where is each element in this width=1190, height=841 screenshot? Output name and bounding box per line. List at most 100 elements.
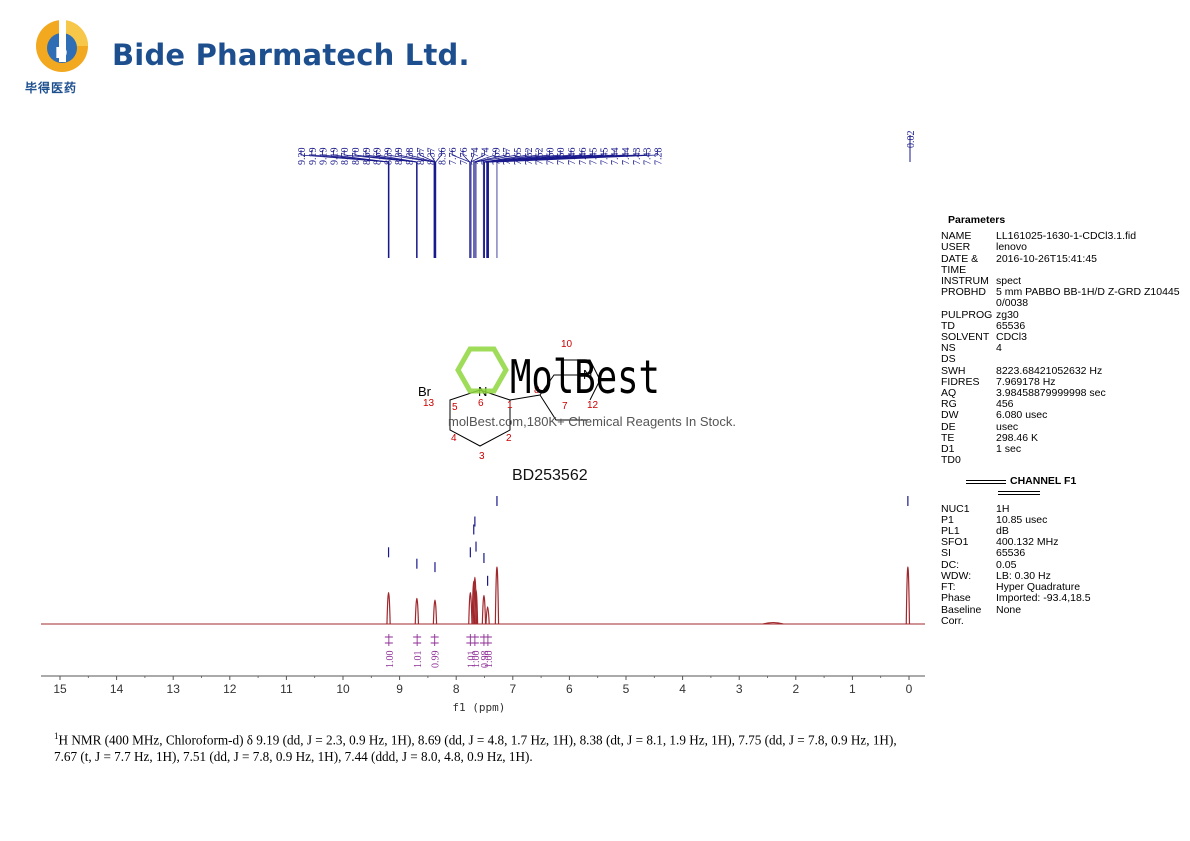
- peak-label: 7.43: [643, 148, 654, 166]
- parameter-row: PROBHD 5 mm PABBO BB-1H/D Z-GRD Z104450/0…: [941, 286, 1186, 310]
- compound-id: BD253562: [512, 467, 588, 484]
- parameter-value: spect: [996, 275, 1022, 288]
- peak-label: 9.19: [308, 148, 319, 166]
- integral-value: 1.01: [413, 651, 424, 669]
- peak-label: 7.69: [491, 148, 502, 166]
- parameter-key: Phase: [941, 592, 971, 605]
- parameter-value: 400.132 MHz: [996, 536, 1059, 549]
- peak-connector: [435, 150, 442, 258]
- parameter-row: DE usec: [941, 421, 1186, 433]
- peak-connector: [470, 150, 485, 258]
- parameter-row: NUC1 1H: [941, 502, 1186, 515]
- peak-connector: [462, 150, 471, 258]
- parameter-row: SWH 8223.68421052632 Hz: [941, 365, 1186, 377]
- integral-marker: [479, 634, 488, 646]
- parameter-value: 456: [996, 398, 1014, 411]
- peak-connector: [311, 150, 390, 258]
- peak-label: 9.19: [319, 148, 330, 166]
- channel-header: CHANNEL F1: [966, 476, 1186, 496]
- peak-label: 8.69: [362, 148, 373, 166]
- peak-connector: [387, 150, 435, 258]
- spectrum-peak: [905, 566, 911, 625]
- peak-connector: [343, 150, 417, 258]
- x-tick-label: 15: [53, 682, 67, 696]
- parameter-value: 1 sec: [996, 443, 1022, 456]
- peak-connector: [408, 150, 436, 258]
- parameter-value: lenovo: [996, 241, 1027, 254]
- parameter-key: INSTRUM: [941, 275, 989, 288]
- parameter-key: NUC1: [941, 502, 970, 515]
- molecule-atom-label: Br: [418, 384, 432, 399]
- molecule-atom-label: 5: [452, 402, 458, 413]
- nmr-description: 1H NMR (400 MHz, Chloroform-d) δ 9.19 (d…: [54, 728, 914, 765]
- x-tick-label: 6: [566, 682, 573, 696]
- parameter-key: AQ: [941, 387, 957, 400]
- parameter-key: Baseline Corr.: [941, 603, 982, 627]
- molecule-atom-label: 2: [506, 433, 512, 444]
- parameter-key: SI: [941, 547, 951, 560]
- parameter-key: PULPROG: [941, 308, 993, 321]
- parameter-key: FT:: [941, 581, 956, 594]
- parameter-row: DC: 0.05: [941, 558, 1186, 571]
- peak-connector: [474, 150, 507, 258]
- integral-value: 0.99: [431, 651, 442, 669]
- integral-marker: [413, 634, 422, 646]
- parameter-key: TE: [941, 431, 955, 444]
- peak-connector: [482, 150, 539, 258]
- parameter-value: LB: 0.30 Hz: [996, 569, 1051, 582]
- peak-connector: [487, 150, 626, 258]
- parameter-row: Baseline Corr. None: [941, 603, 1186, 627]
- molecule-atom-label: 6: [478, 398, 484, 409]
- nmr-description-superscript: 1: [54, 731, 59, 741]
- peak-label: 8.39: [383, 148, 394, 166]
- spectrum-peak: [494, 566, 500, 625]
- x-tick-label: 9: [396, 682, 403, 696]
- peak-connector: [488, 150, 647, 258]
- parameter-value: 3.98458879999998 sec: [996, 387, 1106, 400]
- parameter-value: 65536: [996, 547, 1026, 560]
- parameter-value: 1H: [996, 502, 1010, 515]
- parameter-row: SOLVENT CDCl3: [941, 331, 1186, 344]
- peak-label: 8.37: [416, 148, 427, 166]
- parameter-value: dB: [996, 525, 1009, 538]
- parameter-key: RG: [941, 398, 957, 411]
- parameter-row: NAME LL161025-1630-1-CDCl3.1.fid: [941, 230, 1186, 242]
- peak-connector: [333, 150, 390, 258]
- peak-label: 8.36: [437, 148, 448, 166]
- logo-chinese-text: 毕得医药: [25, 81, 78, 95]
- parameter-value: 0.05: [996, 558, 1017, 571]
- parameter-row: RG 456: [941, 399, 1186, 410]
- x-tick-label: 11: [280, 682, 293, 696]
- peak-connector: [487, 150, 615, 258]
- watermark-brand: MolBest: [510, 350, 660, 404]
- parameter-key: PROBHD: [941, 286, 986, 299]
- parameter-key: NS: [941, 342, 956, 355]
- parameter-key: SOLVENT: [941, 331, 990, 344]
- svg-text:D: D: [55, 44, 67, 62]
- parameter-row: TD0: [941, 455, 1186, 466]
- x-tick-label: 3: [736, 682, 743, 696]
- x-tick-label: 0: [906, 682, 913, 696]
- integral-marker: [384, 634, 393, 646]
- peak-label: 7.28: [653, 148, 664, 166]
- peak-connector: [484, 150, 550, 258]
- peak-connector: [482, 150, 529, 258]
- molecule-atom-label: 10: [561, 339, 573, 350]
- peak-label: 8.70: [340, 148, 351, 166]
- peak-label: 8.38: [405, 148, 416, 166]
- spectrum-peak: [432, 599, 438, 625]
- parameter-row: P1 10.85 usec: [941, 514, 1186, 526]
- molecule-atom-label: 12: [587, 400, 599, 411]
- parameter-value: 6.080 usec: [996, 409, 1048, 422]
- channel-parameter-list: NUC1 1H P1 10.85 usec PL1 dB SFO1 400.132 MHz SI…: [941, 502, 1186, 627]
- parameter-row: Phase Imported: -93.4,18.5: [941, 593, 1186, 604]
- peak-connector: [322, 150, 390, 258]
- parameter-value: zg30: [996, 308, 1019, 321]
- parameter-value: CDCl3: [996, 331, 1027, 344]
- peak-connector: [484, 150, 561, 258]
- parameter-value: [996, 354, 1186, 365]
- parameter-value: 7.969178 Hz: [996, 375, 1056, 388]
- x-tick-label: 12: [223, 682, 237, 696]
- parameter-value: 65536: [996, 319, 1026, 332]
- channel-divider: [998, 491, 1040, 496]
